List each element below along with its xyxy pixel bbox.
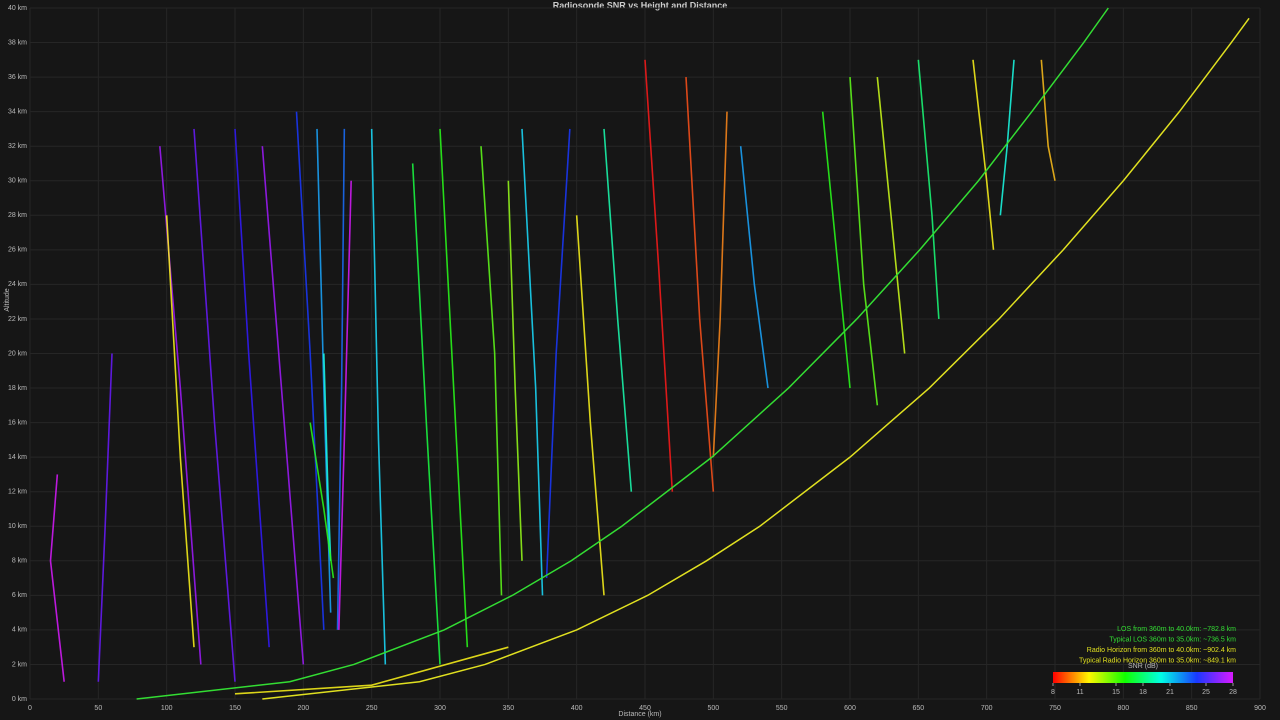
y-axis-label: Altitude bbox=[4, 288, 11, 311]
y-tick-label: 28 km bbox=[8, 212, 27, 219]
sonde-track bbox=[712, 111, 728, 458]
y-tick-label: 16 km bbox=[8, 419, 27, 426]
y-tick-label: 36 km bbox=[8, 74, 27, 81]
y-tick-label: 30 km bbox=[8, 178, 27, 185]
y-tick-label: 0 km bbox=[12, 696, 27, 703]
sonde-track bbox=[876, 77, 906, 354]
y-tick-label: 22 km bbox=[8, 316, 27, 323]
y-tick-label: 26 km bbox=[8, 247, 27, 254]
x-tick-label: 300 bbox=[434, 705, 446, 712]
sonde-track bbox=[309, 422, 335, 579]
x-tick-label: 650 bbox=[912, 705, 924, 712]
y-tick-label: 40 km bbox=[8, 5, 27, 12]
colorbar-tick-label: 18 bbox=[1139, 689, 1147, 696]
sonde-track bbox=[338, 180, 352, 630]
y-tick-label: 34 km bbox=[8, 108, 27, 115]
sonde-track bbox=[97, 353, 113, 682]
sonde-track bbox=[165, 215, 195, 648]
x-tick-label: 350 bbox=[502, 705, 514, 712]
x-tick-label: 450 bbox=[639, 705, 651, 712]
y-tick-label: 38 km bbox=[8, 39, 27, 46]
x-tick-label: 550 bbox=[776, 705, 788, 712]
sonde-track bbox=[739, 146, 769, 389]
sonde-track bbox=[821, 111, 851, 389]
chart-title: Radiosonde SNR vs Height and Distance bbox=[553, 0, 728, 10]
x-tick-label: 0 bbox=[28, 705, 32, 712]
x-tick-label: 100 bbox=[161, 705, 173, 712]
y-tick-label: 24 km bbox=[8, 281, 27, 288]
y-tick-label: 2 km bbox=[12, 661, 27, 668]
sonde-track bbox=[370, 128, 387, 665]
x-axis-label: Distance (km) bbox=[618, 711, 661, 718]
horizon-curve bbox=[262, 17, 1250, 700]
legend-note: Radio Horizon from 360m to 40.0km: ~902.… bbox=[1087, 647, 1236, 654]
x-tick-label: 750 bbox=[1049, 705, 1061, 712]
sonde-track bbox=[480, 146, 503, 596]
x-tick-label: 150 bbox=[229, 705, 241, 712]
y-tick-label: 18 km bbox=[8, 385, 27, 392]
sonde-track bbox=[917, 59, 940, 320]
sonde-track bbox=[603, 128, 633, 492]
x-tick-label: 800 bbox=[1117, 705, 1129, 712]
sonde-track bbox=[323, 353, 332, 561]
horizon-curve bbox=[136, 7, 1109, 700]
colorbar-tick-label: 8 bbox=[1051, 689, 1055, 696]
legend: SNR (dB) LOS from 360m to 40.0km: ~782.8… bbox=[1051, 626, 1237, 696]
sonde-track bbox=[193, 128, 236, 682]
sonde-track bbox=[849, 77, 879, 406]
x-tick-label: 900 bbox=[1254, 705, 1266, 712]
sonde-track bbox=[521, 128, 544, 596]
x-tick-label: 500 bbox=[707, 705, 719, 712]
sonde-track bbox=[685, 77, 715, 492]
colorbar bbox=[1053, 672, 1233, 683]
sonde-track bbox=[439, 128, 469, 648]
sonde-track bbox=[336, 128, 346, 630]
x-tick-label: 850 bbox=[1186, 705, 1198, 712]
colorbar-tick-label: 15 bbox=[1112, 689, 1120, 696]
x-tick-label: 250 bbox=[366, 705, 378, 712]
sonde-track bbox=[972, 59, 995, 250]
y-tick-label: 14 km bbox=[8, 454, 27, 461]
y-tick-label: 32 km bbox=[8, 143, 27, 150]
sonde-track bbox=[644, 59, 674, 492]
plot-area bbox=[49, 7, 1250, 700]
colorbar-tick-label: 28 bbox=[1229, 689, 1237, 696]
y-tick-label: 6 km bbox=[12, 592, 27, 599]
x-tick-label: 600 bbox=[844, 705, 856, 712]
colorbar-tick-label: 11 bbox=[1076, 689, 1083, 696]
x-tick-label: 50 bbox=[94, 705, 102, 712]
x-tick-label: 200 bbox=[297, 705, 309, 712]
legend-note: Typical Radio Horizon 360m to 35.0km: ~8… bbox=[1079, 657, 1236, 664]
legend-note: Typical LOS 360m to 35.0km: ~736.5 km bbox=[1109, 636, 1236, 643]
sonde-track bbox=[234, 128, 270, 648]
x-tick-label: 400 bbox=[571, 705, 583, 712]
sonde-track bbox=[507, 180, 523, 561]
sonde-track bbox=[1040, 59, 1056, 181]
y-tick-label: 20 km bbox=[8, 350, 27, 357]
legend-note: LOS from 360m to 40.0km: ~782.8 km bbox=[1117, 626, 1236, 633]
colorbar-label: SNR (dB) bbox=[1128, 663, 1158, 670]
sonde-track bbox=[411, 163, 441, 665]
x-tick-label: 700 bbox=[981, 705, 993, 712]
sonde-track bbox=[999, 59, 1015, 216]
sonde-track bbox=[575, 215, 605, 596]
sonde-track bbox=[234, 646, 509, 695]
sonde-track bbox=[49, 474, 65, 682]
colorbar-tick-label: 21 bbox=[1166, 689, 1174, 696]
sonde-track bbox=[261, 146, 305, 665]
y-tick-label: 10 km bbox=[8, 523, 27, 530]
sonde-track bbox=[545, 128, 571, 579]
grid: 0 50 100 150 200 250 300 350 400 450 500 550 600 650 7… bbox=[8, 5, 1266, 712]
y-tick-label: 12 km bbox=[8, 489, 27, 496]
colorbar-tick-label: 25 bbox=[1202, 689, 1210, 696]
y-tick-label: 8 km bbox=[12, 558, 27, 565]
sonde-track bbox=[295, 111, 325, 630]
y-tick-label: 4 km bbox=[12, 627, 27, 634]
